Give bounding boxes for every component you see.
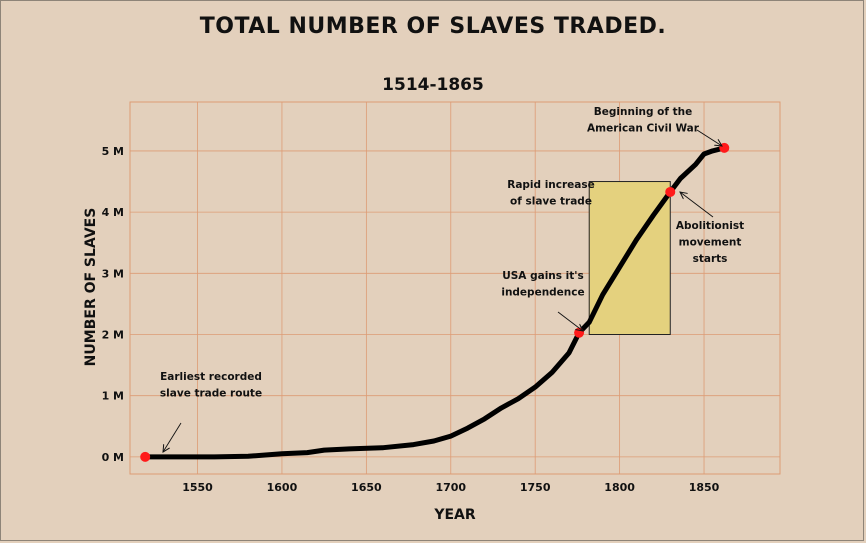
x-tick-label: 1750 xyxy=(520,481,551,494)
x-tick-label: 1850 xyxy=(689,481,720,494)
event-marker xyxy=(719,142,730,153)
y-tick-label: 2 M xyxy=(102,329,124,342)
tick-labels: 1550 1600 1650 1700 1750 1800 1850 0 M 1 M 2 M 3 M… xyxy=(102,145,720,494)
annotation-arrow xyxy=(696,129,722,146)
y-tick-label: 4 M xyxy=(102,206,124,219)
x-tick-label: 1550 xyxy=(182,481,213,494)
annotation-arrow xyxy=(163,422,182,452)
x-axis-label: YEAR xyxy=(434,507,476,523)
annotation-text: USA gains it's independence xyxy=(501,270,584,299)
annotation-text: Abolitionist movement starts xyxy=(676,220,744,265)
y-tick-label: 3 M xyxy=(102,267,124,280)
annotation-arrow xyxy=(680,192,714,218)
x-tick-label: 1800 xyxy=(604,481,635,494)
y-tick-label: 0 M xyxy=(102,451,124,464)
y-tick-label: 5 M xyxy=(102,145,124,158)
annotation-text: Earliest recorded slave trade route xyxy=(160,371,262,400)
plot-border xyxy=(129,101,781,475)
event-marker xyxy=(665,186,676,197)
annotation-text: Rapid increase of slave trade xyxy=(507,179,595,208)
x-tick-label: 1650 xyxy=(351,481,382,494)
x-tick-label: 1600 xyxy=(267,481,298,494)
grid xyxy=(129,101,781,475)
chart-subtitle: 1514-1865 xyxy=(382,75,484,95)
y-tick-label: 1 M xyxy=(102,390,124,403)
event-marker xyxy=(140,451,151,462)
x-tick-label: 1700 xyxy=(435,481,466,494)
annotations: Earliest recorded slave trade route USA ga… xyxy=(160,106,744,452)
annotation-arrow xyxy=(557,311,583,331)
annotation-text: Beginning of the American Civil War xyxy=(587,106,700,135)
event-marker xyxy=(574,327,585,338)
event-markers xyxy=(140,142,730,462)
chart-title: TOTAL NUMBER OF SLAVES TRADED. xyxy=(199,14,667,39)
